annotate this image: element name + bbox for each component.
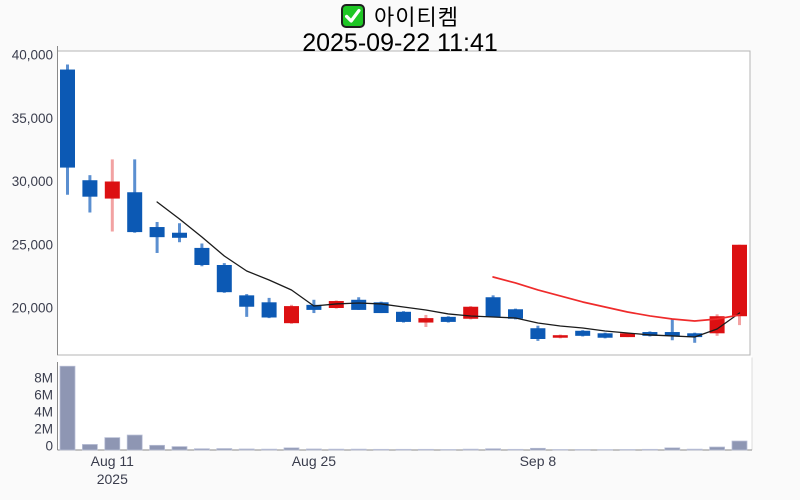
volume-bar	[440, 449, 457, 451]
volume-tick-label: 4M	[34, 405, 53, 420]
volume-bar	[328, 448, 345, 451]
volume-bar	[530, 447, 546, 451]
price-tick-label: 20,000	[12, 301, 53, 316]
price-tick-label: 40,000	[12, 48, 53, 63]
volume-tick-label: 8M	[34, 371, 53, 386]
x-tick-sublabel: 2025	[97, 471, 128, 487]
candle-body	[127, 192, 143, 233]
volume-bar	[507, 448, 524, 451]
ma-long-line	[492, 276, 741, 322]
volume-bar	[664, 447, 681, 451]
price-tick-label: 25,000	[12, 237, 53, 252]
candle-body	[239, 295, 255, 307]
volume-bar	[171, 446, 188, 451]
volume-bar	[619, 449, 636, 451]
candle-body	[216, 264, 232, 293]
candle-body	[104, 181, 120, 199]
candle-body	[575, 330, 591, 336]
candle-body	[60, 69, 75, 168]
chart-header: 아이티켐 2025-09-22 11:41	[0, 1, 800, 57]
volume-bar	[462, 448, 479, 451]
candle-body	[642, 332, 658, 336]
candle-body	[485, 297, 501, 317]
candle-body	[687, 333, 703, 338]
checkbox-checked-icon[interactable]	[341, 3, 366, 28]
volume-bar	[261, 448, 277, 451]
candle-body	[261, 302, 277, 318]
volume-bar	[126, 434, 143, 451]
volume-tick-label: 0	[45, 439, 53, 454]
candle-body	[508, 309, 523, 319]
title-row: 아이티켐	[0, 1, 800, 30]
stock-symbol: 아이티켐	[374, 4, 459, 30]
candle-body	[732, 244, 747, 317]
volume-bar	[485, 448, 501, 451]
volume-bar	[709, 446, 725, 451]
candle-body	[351, 299, 367, 310]
candle-body	[597, 333, 613, 338]
candle-body	[620, 333, 635, 338]
candle-body	[530, 328, 546, 339]
volume-bar	[238, 448, 255, 451]
candle-body	[709, 316, 725, 334]
x-tick-label: Aug 11	[91, 453, 135, 469]
volume-bar	[642, 448, 658, 451]
candle-body	[463, 306, 479, 319]
candle-body	[664, 332, 680, 336]
volume-bar	[395, 448, 412, 451]
checkmark-icon	[345, 8, 361, 23]
volume-tick-label: 6M	[34, 388, 53, 403]
x-tick-label: Aug 25	[292, 453, 337, 469]
volume-bar	[574, 449, 591, 451]
volume-bar	[149, 444, 165, 451]
price-panel	[57, 50, 751, 356]
volume-bar	[552, 449, 569, 451]
volume-bar	[194, 448, 210, 451]
price-tick-label: 30,000	[12, 174, 53, 189]
x-tick-label: Sep 8	[520, 453, 557, 469]
candle-body	[82, 180, 98, 197]
volume-bar	[373, 448, 389, 451]
candle-body	[552, 335, 568, 338]
price-tick-label: 35,000	[12, 111, 53, 126]
volume-bar	[283, 447, 300, 451]
candle-body	[373, 302, 389, 314]
volume-bar	[216, 448, 233, 451]
volume-bar	[306, 448, 322, 451]
chart-datetime: 2025-09-22 11:41	[302, 29, 498, 57]
volume-bar	[686, 448, 703, 451]
candle-body	[172, 232, 187, 238]
volume-bar	[350, 448, 367, 451]
volume-bar	[104, 437, 121, 451]
candle-body	[194, 247, 210, 265]
volume-tick-label: 2M	[34, 422, 53, 437]
volume-panel	[57, 355, 752, 450]
volume-bar	[82, 444, 98, 451]
volume-bar	[59, 365, 76, 451]
volume-bar	[731, 440, 748, 451]
candle-body	[149, 227, 165, 238]
candle-body	[418, 318, 434, 323]
ma-short-line	[156, 201, 741, 338]
candle-body	[284, 306, 299, 324]
candle-body	[440, 316, 456, 322]
candle-body	[396, 311, 411, 322]
volume-bar	[418, 448, 434, 451]
candle-body	[306, 304, 322, 310]
